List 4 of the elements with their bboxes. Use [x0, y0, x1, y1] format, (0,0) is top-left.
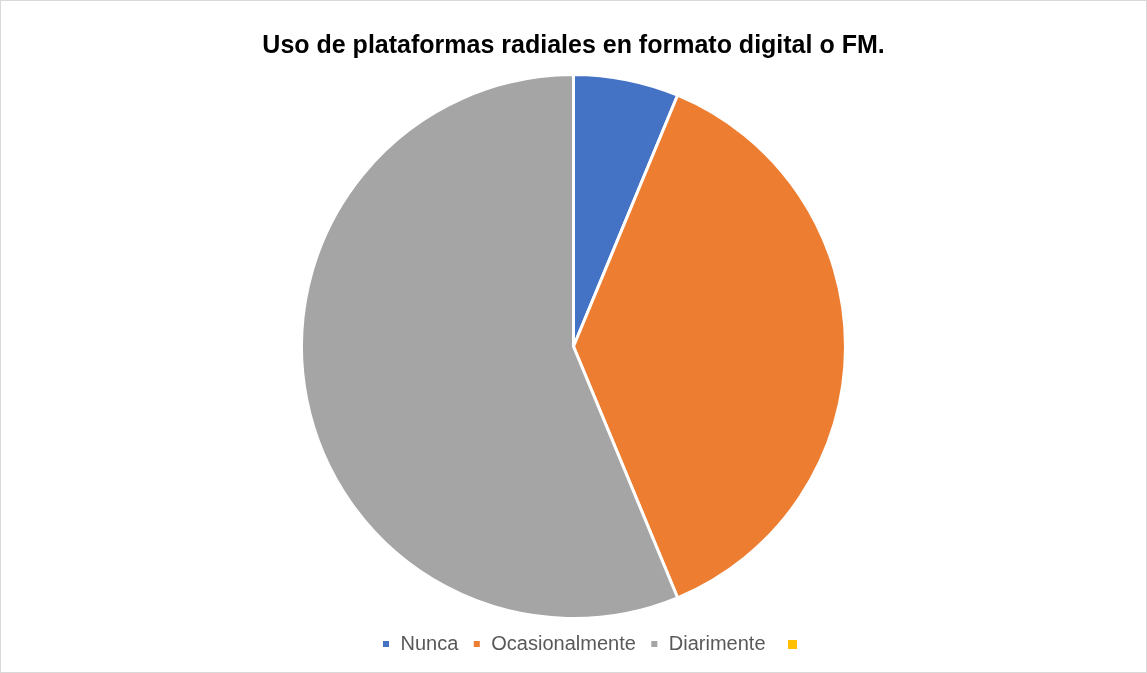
legend-label: Ocasionalmente: [491, 631, 636, 654]
legend-label: Diarimente: [668, 631, 766, 654]
chart-title: Uso de plataformas radiales en formato digital o FM.: [262, 29, 885, 58]
legend-label: Nunca: [400, 631, 460, 654]
